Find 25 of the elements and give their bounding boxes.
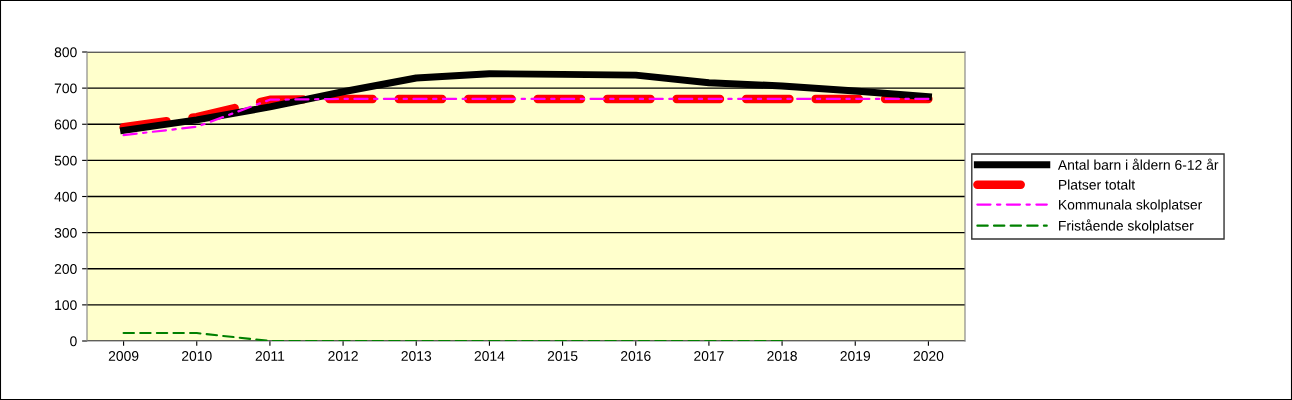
x-tick-label: 2018 (767, 351, 797, 361)
legend-label: Kommunala skolplatser (1059, 199, 1203, 213)
y-tick-label: 300 (54, 227, 77, 238)
x-tick-label: 2014 (474, 351, 505, 361)
x-tick-label: 2019 (840, 351, 871, 361)
y-tick-label: 600 (54, 119, 77, 130)
x-tick-label: 2016 (621, 351, 651, 361)
y-tick-label: 500 (54, 155, 77, 166)
x-tick-label: 2009 (108, 351, 139, 361)
legend-label: Antal barn i åldern 6-12 år (1057, 158, 1219, 170)
y-tick-label: 800 (54, 47, 77, 58)
y-tick-label: 400 (54, 191, 77, 202)
legend-label: Fristående skolplatser (1059, 219, 1194, 234)
y-tick-label: 200 (54, 264, 77, 274)
y-tick-label: 100 (55, 300, 77, 311)
x-tick-label: 2013 (401, 351, 432, 361)
legend-label: Platser totalt (1059, 179, 1136, 190)
x-tick-label: 2015 (547, 351, 578, 361)
y-tick-label: 700 (54, 83, 77, 94)
x-tick-label: 2010 (182, 351, 212, 361)
x-tick-label: 2017 (694, 351, 724, 361)
x-tick-label: 2012 (328, 351, 358, 361)
y-tick-label: 0 (70, 336, 77, 347)
x-tick-label: 2011 (255, 351, 285, 361)
x-tick-label: 2020 (913, 351, 944, 361)
